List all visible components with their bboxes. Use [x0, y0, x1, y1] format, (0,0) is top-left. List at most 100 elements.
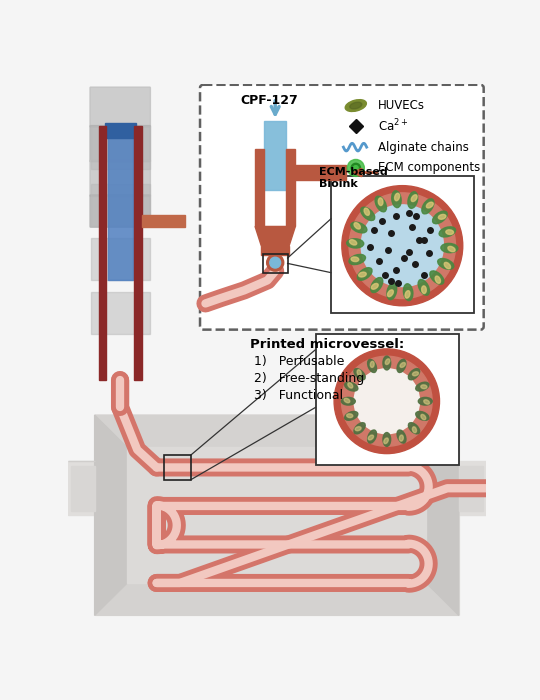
Ellipse shape — [375, 196, 387, 212]
Circle shape — [349, 193, 456, 299]
Ellipse shape — [408, 423, 420, 434]
Ellipse shape — [351, 257, 359, 262]
Ellipse shape — [405, 290, 410, 298]
Ellipse shape — [345, 412, 358, 420]
Ellipse shape — [364, 208, 369, 216]
Ellipse shape — [341, 398, 355, 405]
Ellipse shape — [387, 283, 397, 300]
Ellipse shape — [344, 398, 350, 402]
Ellipse shape — [368, 435, 374, 440]
Ellipse shape — [361, 207, 375, 220]
Circle shape — [351, 163, 361, 173]
Circle shape — [341, 356, 432, 447]
Circle shape — [270, 258, 281, 268]
Ellipse shape — [397, 430, 406, 443]
Ellipse shape — [354, 369, 365, 380]
Bar — [105, 122, 136, 138]
Circle shape — [334, 349, 440, 454]
Ellipse shape — [383, 356, 390, 370]
Polygon shape — [71, 466, 94, 510]
Ellipse shape — [422, 286, 426, 293]
Circle shape — [342, 186, 463, 306]
Ellipse shape — [368, 430, 376, 443]
Polygon shape — [94, 415, 459, 447]
Ellipse shape — [441, 244, 458, 253]
Ellipse shape — [427, 202, 433, 208]
Bar — [142, 215, 185, 228]
Bar — [261, 246, 289, 255]
Text: Ca$^{2+}$: Ca$^{2+}$ — [377, 118, 408, 134]
Ellipse shape — [418, 398, 432, 405]
Ellipse shape — [388, 290, 394, 297]
Ellipse shape — [403, 284, 413, 300]
Ellipse shape — [439, 227, 456, 237]
Ellipse shape — [422, 199, 434, 214]
Ellipse shape — [345, 99, 366, 111]
Ellipse shape — [372, 284, 378, 289]
Ellipse shape — [395, 193, 400, 201]
Text: ECM components: ECM components — [377, 162, 480, 174]
Bar — [98, 126, 106, 381]
Text: CPF-127: CPF-127 — [240, 94, 298, 107]
Ellipse shape — [354, 223, 360, 229]
FancyBboxPatch shape — [90, 160, 151, 197]
Polygon shape — [459, 461, 486, 515]
Bar — [91, 292, 150, 335]
Ellipse shape — [355, 427, 361, 430]
Ellipse shape — [408, 369, 420, 380]
Ellipse shape — [416, 382, 429, 391]
Bar — [91, 126, 150, 169]
Ellipse shape — [448, 246, 455, 252]
FancyBboxPatch shape — [90, 87, 151, 127]
Polygon shape — [94, 415, 127, 615]
Ellipse shape — [411, 195, 417, 202]
Circle shape — [354, 166, 358, 170]
Polygon shape — [426, 415, 459, 615]
Text: 1)   Perfusable: 1) Perfusable — [253, 355, 344, 368]
Bar — [286, 150, 295, 227]
Ellipse shape — [383, 433, 390, 447]
Text: 2)   Free-standing: 2) Free-standing — [253, 372, 364, 385]
Circle shape — [354, 369, 420, 434]
Ellipse shape — [392, 191, 401, 208]
Ellipse shape — [421, 385, 427, 389]
Ellipse shape — [397, 359, 406, 372]
Text: 3)   Functional: 3) Functional — [253, 389, 342, 402]
Ellipse shape — [416, 412, 429, 420]
Ellipse shape — [424, 400, 429, 404]
Ellipse shape — [359, 272, 366, 277]
Polygon shape — [459, 466, 483, 510]
Circle shape — [361, 205, 443, 286]
Ellipse shape — [400, 435, 403, 441]
Ellipse shape — [430, 271, 444, 284]
Ellipse shape — [385, 359, 390, 365]
Ellipse shape — [379, 198, 383, 206]
Ellipse shape — [413, 427, 416, 433]
Bar — [164, 455, 191, 480]
Ellipse shape — [435, 276, 441, 284]
Ellipse shape — [370, 277, 383, 293]
Bar — [108, 126, 133, 281]
Text: Alginate chains: Alginate chains — [377, 141, 468, 153]
Ellipse shape — [350, 102, 362, 109]
Ellipse shape — [347, 414, 353, 418]
Bar — [263, 254, 288, 273]
Ellipse shape — [433, 211, 447, 224]
Ellipse shape — [357, 370, 361, 376]
Ellipse shape — [418, 279, 429, 295]
Ellipse shape — [354, 423, 365, 434]
FancyBboxPatch shape — [200, 85, 484, 330]
Ellipse shape — [446, 230, 454, 235]
Ellipse shape — [347, 239, 364, 248]
Bar — [331, 176, 474, 314]
Bar — [255, 150, 265, 227]
Polygon shape — [94, 583, 459, 615]
Text: HUVECs: HUVECs — [377, 99, 424, 112]
Ellipse shape — [438, 258, 454, 270]
Polygon shape — [127, 447, 426, 583]
Bar — [315, 335, 459, 466]
Polygon shape — [68, 461, 94, 515]
Bar — [134, 126, 142, 381]
Bar — [295, 165, 346, 180]
Ellipse shape — [444, 262, 450, 269]
